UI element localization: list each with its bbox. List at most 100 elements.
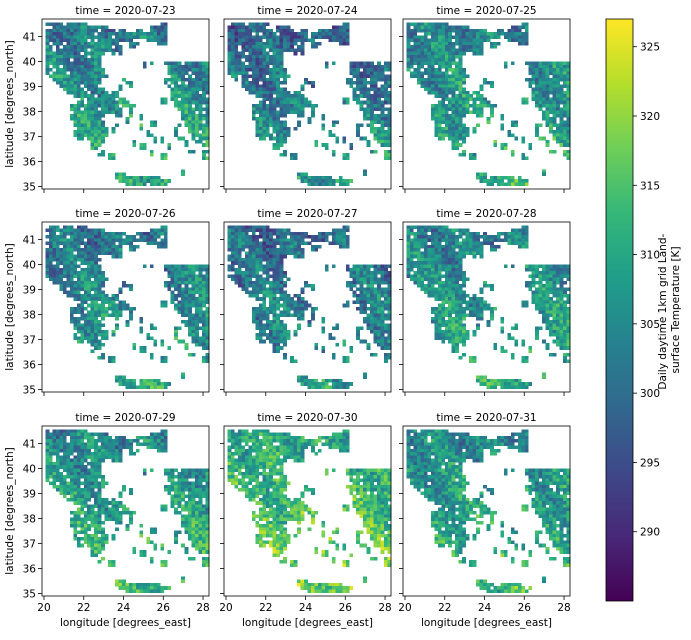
- raster-cell: [115, 94, 119, 98]
- raster-cell: [451, 146, 456, 151]
- raster-cell: [262, 235, 267, 239]
- raster-cell: [269, 290, 274, 295]
- raster-cell: [265, 261, 270, 265]
- raster-cell: [241, 74, 246, 79]
- raster-cell: [524, 179, 529, 183]
- raster-cell: [556, 110, 560, 115]
- raster-cell: [293, 333, 298, 337]
- raster-cell: [451, 87, 456, 92]
- raster-cell: [94, 28, 98, 33]
- raster-cell: [181, 320, 185, 324]
- raster-cell: [528, 143, 533, 147]
- raster-cell: [181, 274, 185, 278]
- raster-cell: [83, 126, 88, 131]
- raster-cell: [188, 117, 192, 121]
- raster-cell: [342, 136, 347, 141]
- raster-cell: [45, 274, 50, 278]
- raster-cell: [430, 271, 435, 275]
- raster-cell: [328, 179, 333, 183]
- raster-cell: [310, 182, 315, 187]
- raster-cell: [255, 254, 260, 259]
- raster-cell: [458, 81, 463, 85]
- raster-cell: [255, 316, 260, 321]
- raster-cell: [387, 293, 392, 298]
- raster-cell: [451, 110, 456, 115]
- raster-cell: [448, 130, 453, 134]
- raster-cell: [531, 61, 536, 66]
- raster-cell: [293, 32, 298, 36]
- raster-cell: [205, 333, 210, 337]
- raster-cell: [142, 382, 147, 386]
- raster-cell: [83, 61, 88, 66]
- raster-cell: [97, 74, 102, 79]
- raster-cell: [455, 126, 459, 131]
- raster-cell: [76, 271, 81, 275]
- raster-cell: [563, 90, 567, 95]
- raster-cell: [279, 143, 284, 147]
- y-tick-label: 35: [23, 182, 36, 194]
- raster-cell: [241, 84, 246, 88]
- raster-cell: [149, 25, 154, 30]
- raster-cell: [444, 94, 449, 98]
- raster-cell: [188, 287, 192, 291]
- raster-cell: [160, 385, 165, 390]
- raster-cell: [163, 238, 168, 242]
- raster-cell: [559, 133, 564, 137]
- raster-cell: [52, 64, 57, 69]
- raster-cell: [356, 61, 360, 66]
- raster-cell: [476, 94, 480, 98]
- raster-cell: [531, 64, 536, 69]
- raster-cell: [55, 254, 60, 259]
- raster-cell: [265, 110, 270, 115]
- raster-cell: [163, 280, 168, 285]
- raster-cell: [451, 342, 456, 347]
- raster-cell: [359, 100, 364, 105]
- raster-cell: [437, 94, 442, 98]
- raster-cell: [251, 61, 256, 66]
- raster-cell: [441, 274, 446, 278]
- raster-cell: [384, 81, 388, 85]
- raster-cell: [87, 81, 92, 85]
- raster-cell: [101, 97, 105, 102]
- raster-cell: [321, 382, 326, 386]
- raster-cell: [458, 100, 463, 105]
- raster-cell: [59, 254, 64, 259]
- raster-cell: [244, 244, 249, 249]
- raster-cell: [462, 113, 466, 118]
- raster-cell: [90, 68, 95, 72]
- raster-cell: [286, 107, 291, 111]
- raster-cell: [265, 32, 270, 36]
- raster-cell: [423, 244, 428, 249]
- raster-cell: [230, 251, 235, 255]
- raster-cell: [373, 133, 378, 137]
- raster-cell: [251, 320, 256, 324]
- raster-cell: [352, 90, 357, 95]
- raster-cell: [73, 297, 78, 301]
- raster-cell: [434, 251, 439, 255]
- raster-cell: [342, 241, 347, 246]
- raster-cell: [227, 225, 232, 229]
- raster-cell: [94, 271, 98, 275]
- raster-cell: [52, 244, 57, 249]
- raster-cell: [237, 61, 242, 66]
- raster-cell: [66, 45, 71, 49]
- raster-cell: [94, 264, 98, 269]
- raster-cell: [73, 274, 78, 278]
- raster-cell: [177, 104, 182, 108]
- raster-cell: [451, 329, 456, 334]
- raster-cell: [255, 41, 260, 46]
- raster-cell: [188, 320, 192, 324]
- raster-cell: [80, 303, 85, 308]
- raster-cell: [83, 313, 88, 318]
- raster-cell: [202, 359, 206, 363]
- raster-cell: [377, 329, 381, 334]
- raster-cell: [90, 326, 95, 331]
- raster-cell: [321, 329, 326, 334]
- raster-cell: [441, 58, 446, 62]
- raster-cell: [188, 326, 192, 331]
- raster-cell: [563, 136, 567, 141]
- raster-cell: [55, 244, 60, 249]
- raster-cell: [373, 264, 378, 269]
- raster-cell: [128, 307, 133, 311]
- raster-cell: [241, 264, 246, 269]
